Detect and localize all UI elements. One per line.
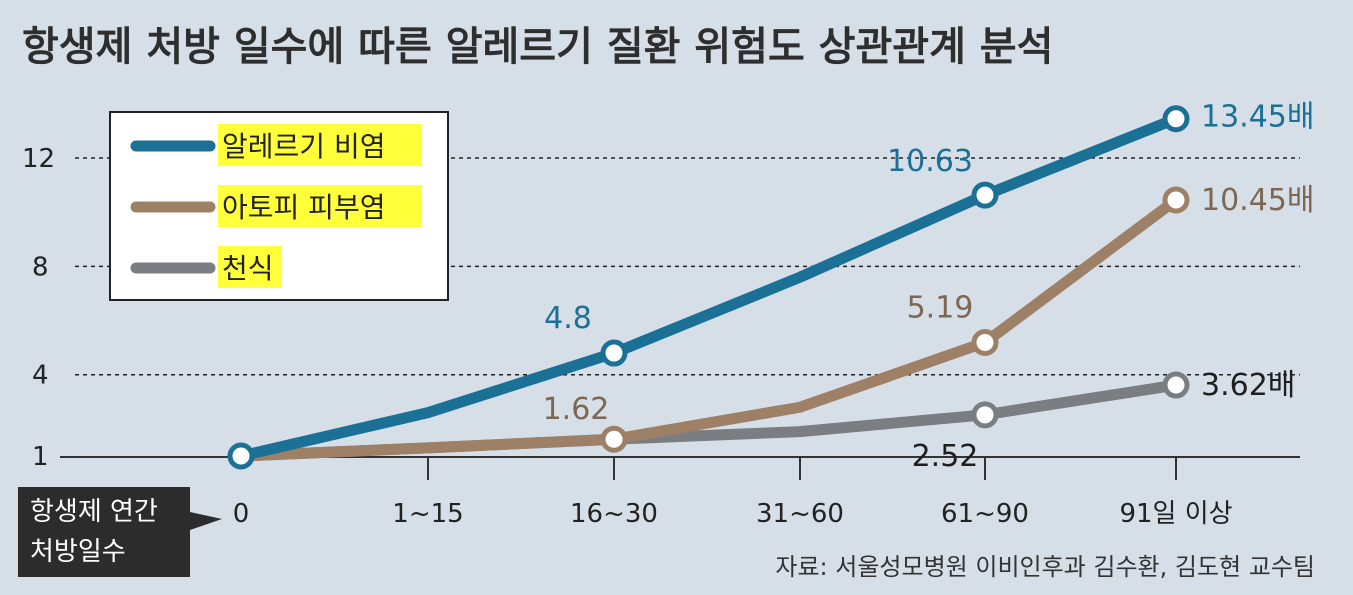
y-tick-label: 1 [32,442,49,472]
legend-highlight [218,124,422,166]
data-point [1162,186,1190,214]
data-label: 2.52 [912,439,979,474]
data-label: 10.45배 [1201,183,1314,218]
y-axis-ticks: 1 4 8 12 [22,144,55,472]
series-line-0 [235,113,1182,462]
legend-label-0: 알레르기 비염 [222,130,385,163]
data-label: 4.8 [544,301,592,336]
data-labels: 4.8 10.63 13.45배 1.62 5.19 10.45배 2.52 3.62배 [543,100,1315,474]
x-axis-name-line1: 항생제 연간 [30,497,158,527]
x-axis-ticks: 0 1~15 16~30 31~60 61~90 91일 이상 [233,457,1233,529]
y-tick-label: 4 [32,361,49,391]
series-lines [235,113,1182,462]
x-axis-name-line2: 처방일수 [30,537,126,567]
data-label: 13.45배 [1201,100,1314,135]
x-tick-label: 1~15 [392,499,463,529]
legend-highlight [218,185,422,227]
data-point [227,442,255,470]
x-tick-label: 16~30 [570,499,658,529]
data-point [1162,105,1190,133]
y-tick-label: 8 [32,252,49,282]
x-tick-label: 0 [233,499,250,529]
data-label: 10.63 [887,144,973,179]
x-tick-label: 31~60 [756,499,844,529]
x-axis-name-box [18,487,222,577]
data-label: 1.62 [543,392,610,427]
legend-label-2: 천식 [222,252,274,285]
data-point [971,181,999,209]
chart-title: 항생제 처방 일수에 따른 알레르기 질환 위험도 상관관계 분석 [22,24,1053,70]
x-axis-name: 항생제 연간 처방일수 [18,487,222,577]
data-point [971,401,999,429]
data-points [227,105,1190,470]
data-point [600,425,628,453]
legend-highlight [218,246,282,288]
data-point [971,328,999,356]
data-label: 3.62배 [1201,368,1295,403]
data-point [600,339,628,367]
legend-label-1: 아토피 피부염 [222,191,385,224]
data-label: 5.19 [907,290,974,325]
data-point [1162,371,1190,399]
series-line-1 [235,194,1182,462]
y-tick-label: 12 [22,144,55,174]
x-tick-label: 61~90 [941,499,1029,529]
source-note: 자료: 서울성모병원 이비인후과 김수환, 김도현 교수팀 [775,553,1315,581]
x-tick-label: 91일 이상 [1119,499,1232,529]
